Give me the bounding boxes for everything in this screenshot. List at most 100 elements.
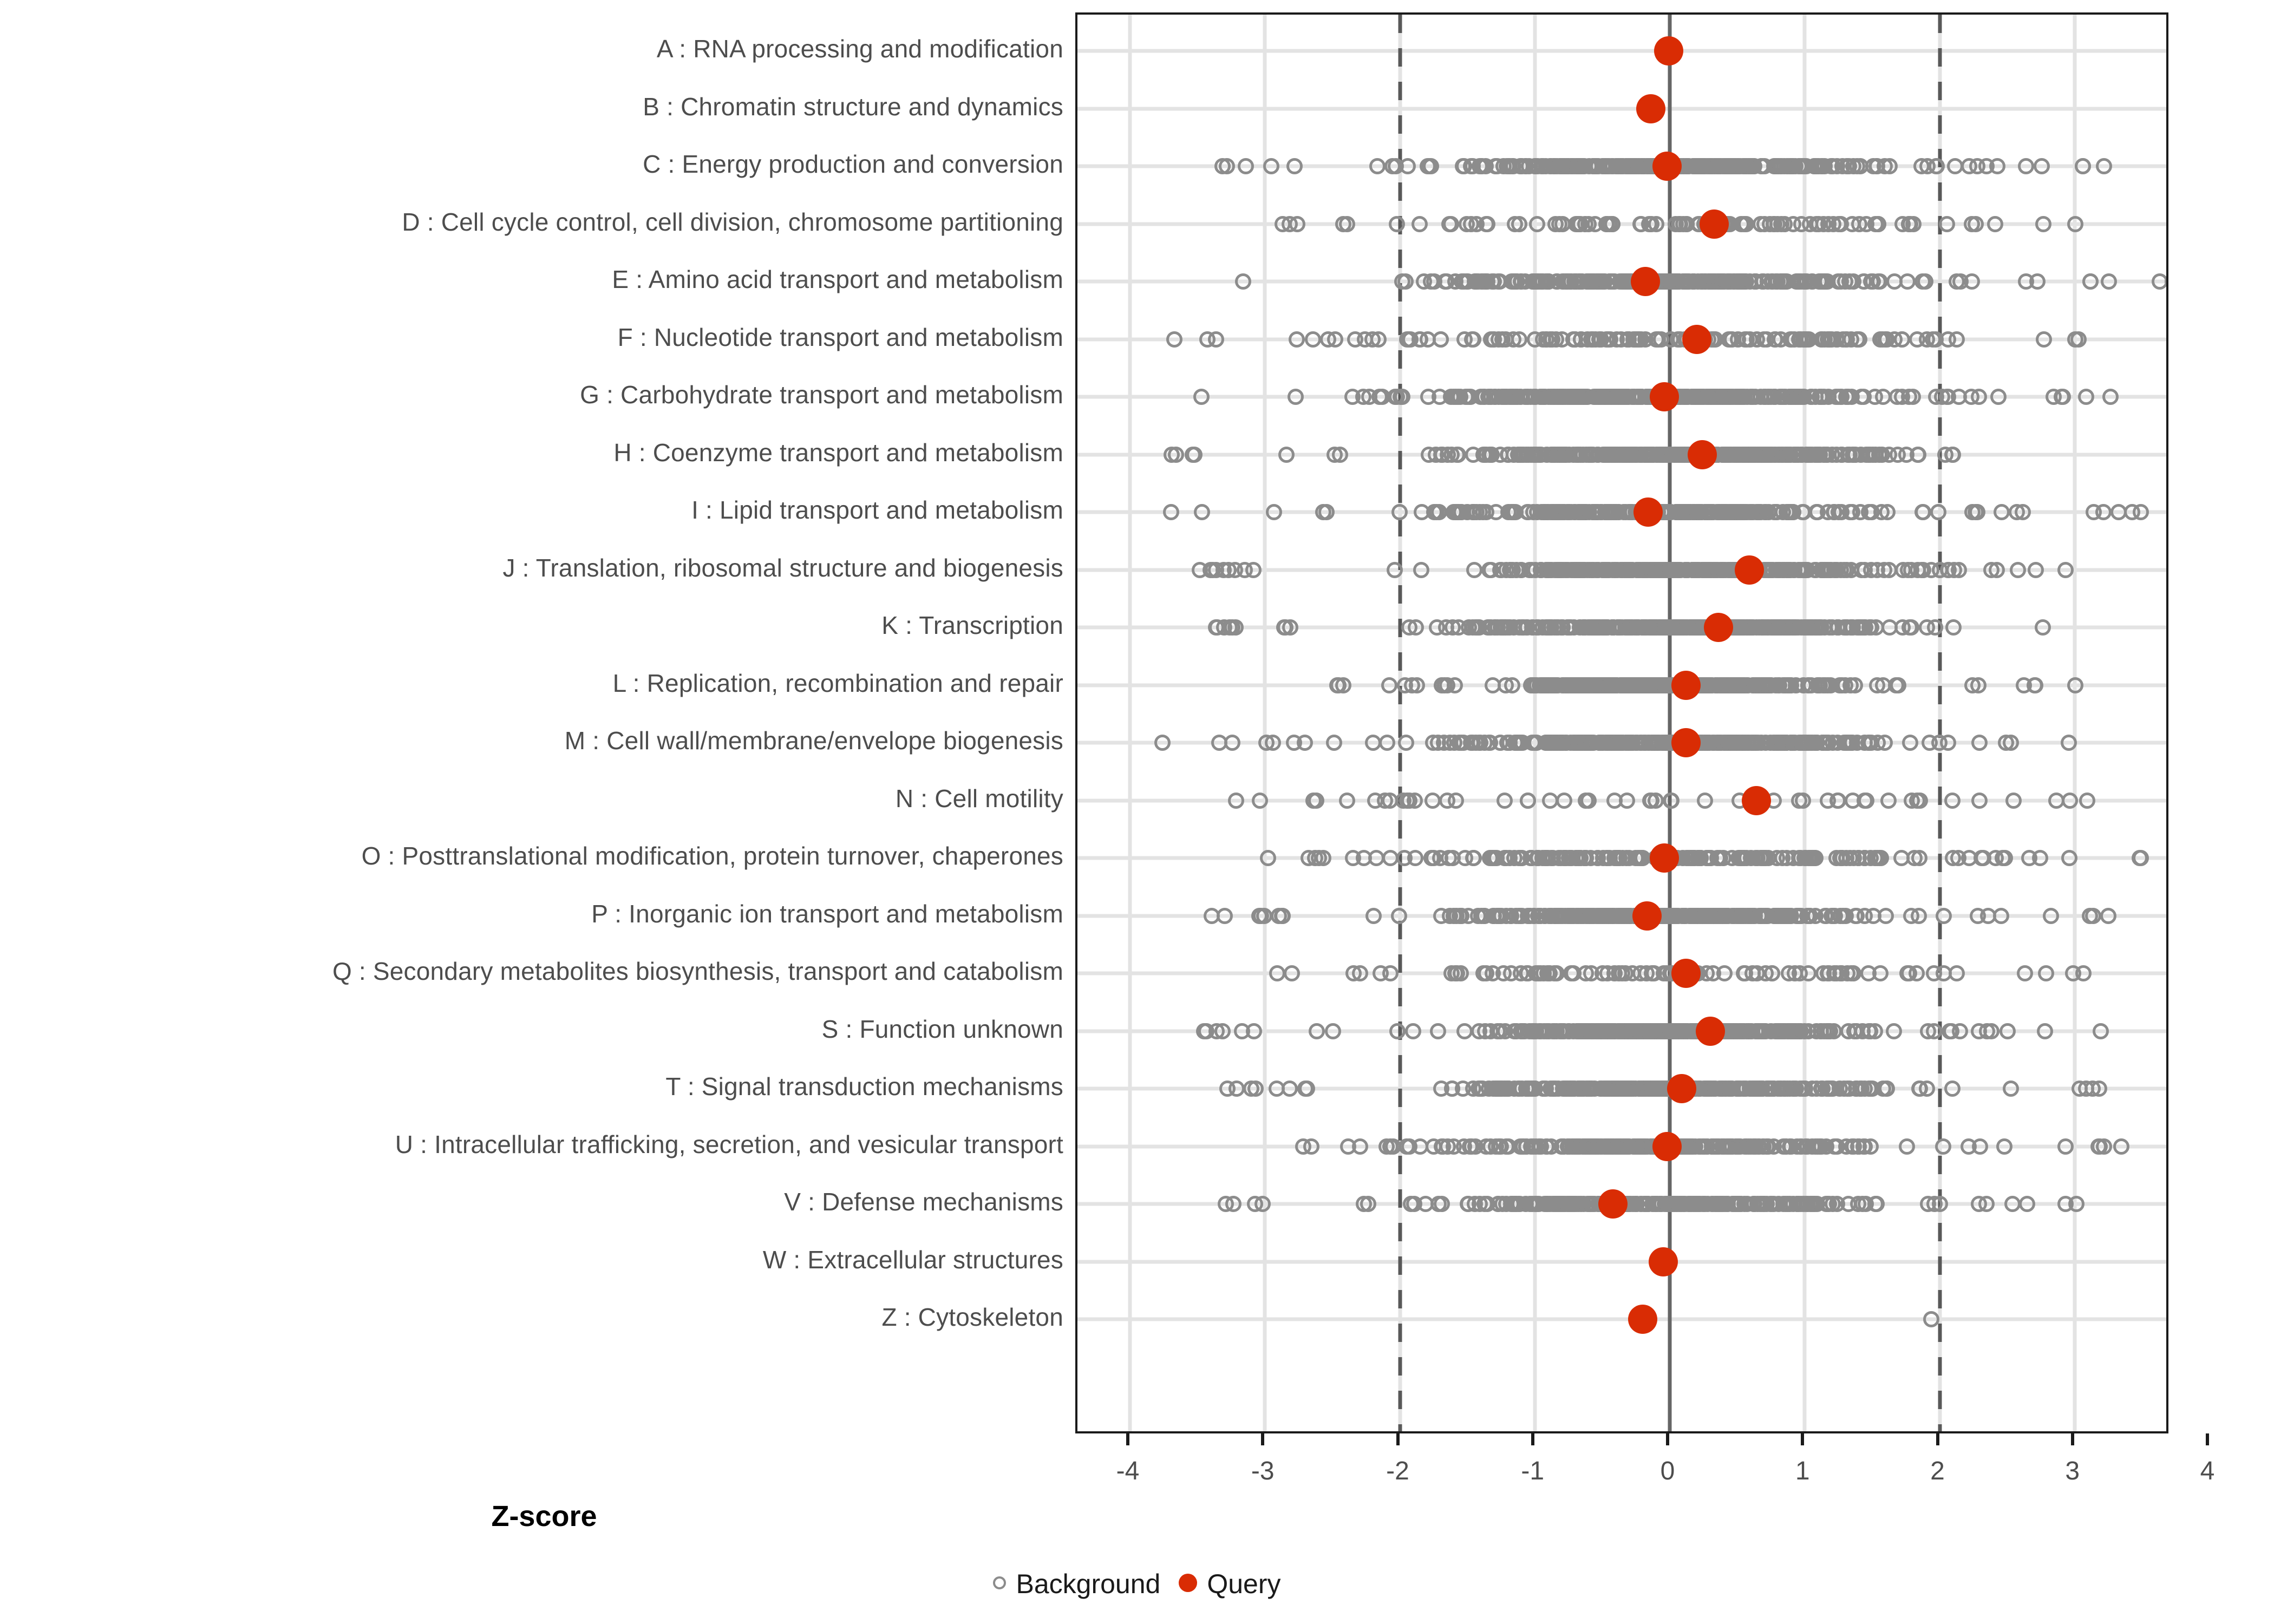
background-point	[1855, 389, 1872, 405]
background-point	[1217, 907, 1233, 924]
background-point	[1751, 446, 1768, 463]
background-point	[1785, 215, 1801, 232]
background-point	[1612, 158, 1629, 174]
background-point	[1497, 1023, 1513, 1039]
y-axis-label-h: H : Coenzyme transport and metabolism	[613, 438, 1063, 467]
y-axis-label-v: V : Defense mechanisms	[784, 1188, 1063, 1216]
background-point	[1193, 389, 1210, 405]
background-point	[1496, 792, 1513, 809]
background-point	[1238, 158, 1254, 174]
background-point	[1407, 850, 1424, 866]
background-point	[1207, 331, 1224, 348]
y-axis-label-g: G : Carbohydrate transport and metabolis…	[580, 381, 1063, 409]
background-point	[1737, 907, 1754, 924]
background-point	[1630, 619, 1647, 636]
background-point	[1971, 792, 1988, 809]
background-point	[1413, 561, 1429, 578]
background-point	[1595, 965, 1611, 981]
background-point	[1766, 907, 1782, 924]
background-point	[1878, 1081, 1895, 1097]
background-point	[1728, 677, 1744, 693]
background-point	[1458, 389, 1474, 405]
vertical-gridline	[1263, 15, 1267, 1431]
background-point	[1913, 158, 1930, 174]
background-point	[1382, 965, 1399, 981]
background-point	[1513, 273, 1530, 290]
background-point	[1944, 792, 1961, 809]
background-point	[1563, 965, 1580, 981]
background-point	[1264, 735, 1281, 751]
background-point	[1779, 1023, 1795, 1039]
background-point	[1339, 792, 1356, 809]
background-point	[2102, 389, 2119, 405]
background-point	[1432, 331, 1449, 348]
background-point	[1278, 446, 1295, 463]
background-point	[1825, 504, 1842, 520]
background-point	[1670, 619, 1687, 636]
background-point	[1994, 850, 2011, 866]
background-point	[1694, 273, 1711, 290]
background-point	[1945, 619, 1962, 636]
background-point	[1614, 965, 1631, 981]
background-point	[1939, 389, 1956, 405]
background-point	[1374, 389, 1391, 405]
background-point	[1684, 561, 1701, 578]
background-point	[2009, 504, 2025, 520]
background-point	[1388, 215, 1405, 232]
background-point	[1878, 331, 1895, 348]
background-point	[1870, 273, 1886, 290]
background-point	[1419, 158, 1436, 174]
background-point	[1533, 389, 1550, 405]
background-point	[1286, 735, 1303, 751]
background-point	[1387, 561, 1403, 578]
background-point	[1724, 850, 1741, 866]
background-point	[2075, 965, 2092, 981]
background-point	[1527, 331, 1544, 348]
y-axis-label-b: B : Chromatin structure and dynamics	[643, 92, 1063, 121]
y-axis-label-i: I : Lipid transport and metabolism	[691, 496, 1063, 524]
vertical-gridline	[1128, 15, 1132, 1431]
background-point	[1767, 273, 1784, 290]
background-point	[1245, 1023, 1262, 1039]
background-point	[1782, 158, 1799, 174]
background-point	[2005, 792, 2022, 809]
background-point	[1570, 389, 1587, 405]
background-point	[1828, 1138, 1845, 1155]
background-point	[1964, 677, 1981, 693]
background-point	[1738, 850, 1755, 866]
background-point	[1166, 331, 1182, 348]
background-point	[1528, 215, 1545, 232]
background-point	[1944, 1081, 1961, 1097]
background-point	[1766, 619, 1783, 636]
background-point	[1545, 446, 1562, 463]
background-point	[1548, 273, 1565, 290]
background-point	[1902, 735, 1919, 751]
background-point	[1325, 735, 1342, 751]
background-point	[1513, 907, 1530, 924]
background-point	[1797, 619, 1814, 636]
background-point	[1517, 158, 1534, 174]
background-point	[2085, 504, 2102, 520]
background-point	[1554, 215, 1571, 232]
background-point	[1800, 965, 1816, 981]
background-point	[2061, 735, 2077, 751]
background-point	[1597, 907, 1613, 924]
background-point	[2067, 677, 2083, 693]
background-point	[1651, 619, 1668, 636]
background-point	[1759, 331, 1775, 348]
background-point	[1214, 158, 1231, 174]
background-point	[1420, 389, 1436, 405]
horizontal-gridline	[1077, 1260, 2166, 1263]
background-point	[1493, 561, 1510, 578]
background-point	[1994, 504, 2010, 520]
background-point	[1579, 907, 1596, 924]
background-point	[1274, 215, 1291, 232]
background-point	[1682, 850, 1698, 866]
background-point	[1853, 1081, 1870, 1097]
background-point	[1838, 331, 1855, 348]
y-axis-label-w: W : Extracellular structures	[762, 1245, 1063, 1274]
background-point	[1777, 677, 1794, 693]
background-point	[1748, 965, 1765, 981]
background-point	[1613, 331, 1630, 348]
y-axis-label-p: P : Inorganic ion transport and metaboli…	[591, 899, 1063, 928]
